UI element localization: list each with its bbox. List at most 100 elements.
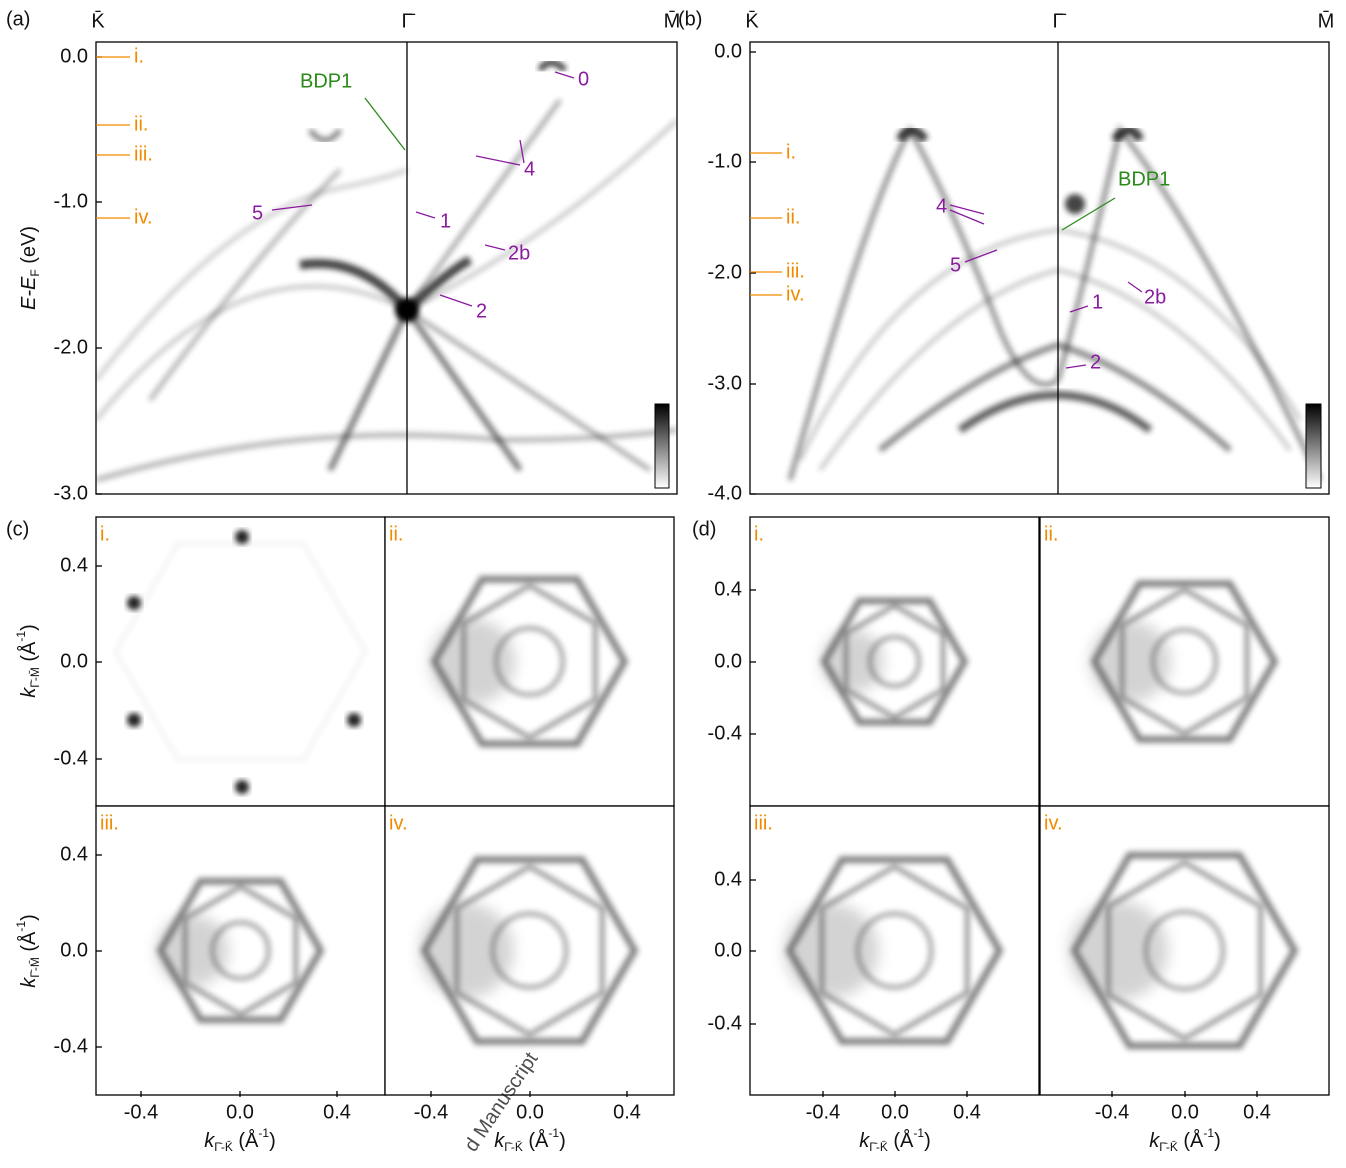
fermi-map <box>114 530 367 794</box>
band <box>96 427 677 483</box>
y-axis-label-sub: Γ̄-M̄ <box>28 957 42 978</box>
y-axis-label-exp: -1 <box>14 921 28 932</box>
x-axis-label-unit: (Å <box>233 1129 259 1152</box>
band-annotation: 4 <box>936 195 947 217</box>
y-tick-label: 0.0 <box>714 939 742 961</box>
band-annotation: 2 <box>476 300 487 322</box>
x-axis-label-sub: Γ̄-K̄ <box>504 1140 523 1154</box>
subpanel-label: ii. <box>389 523 403 545</box>
annotation-leader <box>554 71 575 79</box>
band <box>114 542 367 761</box>
haze <box>429 618 516 705</box>
y-tick-label: -0.4 <box>54 1035 88 1057</box>
cut-label: i. <box>134 45 144 67</box>
haze <box>821 630 884 693</box>
x-axis-label-sub: Γ̄-K̄ <box>214 1140 233 1154</box>
haze <box>419 903 514 998</box>
colorbar <box>654 403 670 489</box>
y-tick-label: 0.0 <box>60 45 88 67</box>
annotation-leader <box>1127 281 1143 293</box>
band <box>537 59 568 73</box>
x-axis-label-close: ) <box>1214 1130 1221 1152</box>
subpanel-frame <box>95 805 386 1096</box>
x-axis-label-main: k <box>494 1130 505 1152</box>
x-tick-label: -0.4 <box>124 1101 158 1123</box>
x-tick-label: 0.0 <box>1171 1101 1199 1123</box>
band-annotation: 2b <box>508 242 530 264</box>
x-tick-label: 0.4 <box>323 1101 351 1123</box>
y-tick-label: -0.4 <box>708 1012 742 1034</box>
x-axis-label-exp: -1 <box>548 1126 559 1140</box>
x-tick-label: 0.0 <box>881 1101 909 1123</box>
cut-label: iii. <box>134 143 153 165</box>
x-axis-label-main: k <box>204 1130 215 1152</box>
y-axis-label-main: k <box>18 977 40 988</box>
band <box>957 391 1153 434</box>
band-annotation: 5 <box>252 202 263 224</box>
annotation-leader <box>364 97 406 151</box>
k-point-label: Γ̄ <box>401 10 415 32</box>
annotation-leader <box>964 249 998 263</box>
x-tick-label: 0.4 <box>1243 1101 1271 1123</box>
k-point-label: M̄ <box>664 9 681 32</box>
k-point-label: M̄ <box>1318 9 1335 32</box>
fermi-map <box>820 597 969 726</box>
subpanel-label: iii. <box>754 812 773 834</box>
y-tick-label: -1.0 <box>708 150 742 172</box>
band <box>96 168 408 382</box>
band-annotation: 5 <box>950 254 961 276</box>
x-axis-label: kΓ̄-K̄ (Å-1) <box>494 1126 566 1154</box>
x-axis-label: kΓ̄-K̄ (Å-1) <box>1149 1126 1221 1154</box>
band-annotation: 1 <box>440 210 451 232</box>
fermi-map <box>429 575 629 748</box>
spot <box>127 713 141 727</box>
panel-frame <box>749 41 1330 495</box>
cut-label: ii. <box>134 113 148 135</box>
x-axis-label: kΓ̄-K̄ (Å-1) <box>204 1126 276 1154</box>
annotation-leader <box>271 204 313 211</box>
colorbar <box>1305 403 1322 489</box>
y-tick-label: -0.4 <box>708 722 742 744</box>
y-axis-label-main: k <box>18 687 40 698</box>
x-tick-label: 0.0 <box>226 1101 254 1123</box>
x-axis-label-unit: (Å <box>523 1129 549 1152</box>
fermi-map <box>419 856 639 1045</box>
y-tick-label: -2.0 <box>708 261 742 283</box>
spot <box>1065 194 1085 214</box>
subpanel-frame <box>1039 516 1330 807</box>
cut-label: iv. <box>134 206 153 228</box>
y-axis-label-close: ) <box>18 624 40 631</box>
band <box>405 98 652 472</box>
band-annotation: 2 <box>1090 351 1101 373</box>
annotation-leader <box>949 209 985 225</box>
panel-label: (c) <box>6 518 29 540</box>
y-tick-label: 0.0 <box>714 650 742 672</box>
cut-label: i. <box>786 141 796 163</box>
y-axis-label-unit: (Å <box>17 641 40 667</box>
band-annotation: 1 <box>1092 291 1103 313</box>
spot <box>347 713 361 727</box>
y-axis-label: E-EF (eV) <box>18 226 42 310</box>
x-axis-label-close: ) <box>269 1130 276 1152</box>
x-tick-label: 0.4 <box>613 1101 641 1123</box>
fermi-map <box>1090 580 1279 743</box>
annotation-leader <box>439 294 473 307</box>
x-axis-label-exp: -1 <box>913 1126 924 1140</box>
band <box>1055 124 1323 482</box>
band-annotation: 0 <box>578 68 589 90</box>
y-axis-label-close: ) <box>18 914 40 921</box>
y-axis-label: kΓ̄-M̄ (Å-1) <box>14 914 42 988</box>
x-axis-label-close: ) <box>559 1130 566 1152</box>
k-point-label: K̄ <box>91 9 105 32</box>
subpanel-frame <box>384 516 675 807</box>
y-tick-label: -0.4 <box>54 747 88 769</box>
cut-label: iv. <box>786 283 805 305</box>
band-annotation: BDP1 <box>1118 168 1170 190</box>
annotation-leader <box>415 211 436 219</box>
subpanel-label: iv. <box>389 812 408 834</box>
x-axis-label-unit: (Å <box>888 1129 914 1152</box>
x-axis-label-unit: (Å <box>1178 1129 1204 1152</box>
x-axis-label-main: k <box>859 1130 870 1152</box>
y-axis-label: kΓ̄-M̄ (Å-1) <box>14 624 42 698</box>
